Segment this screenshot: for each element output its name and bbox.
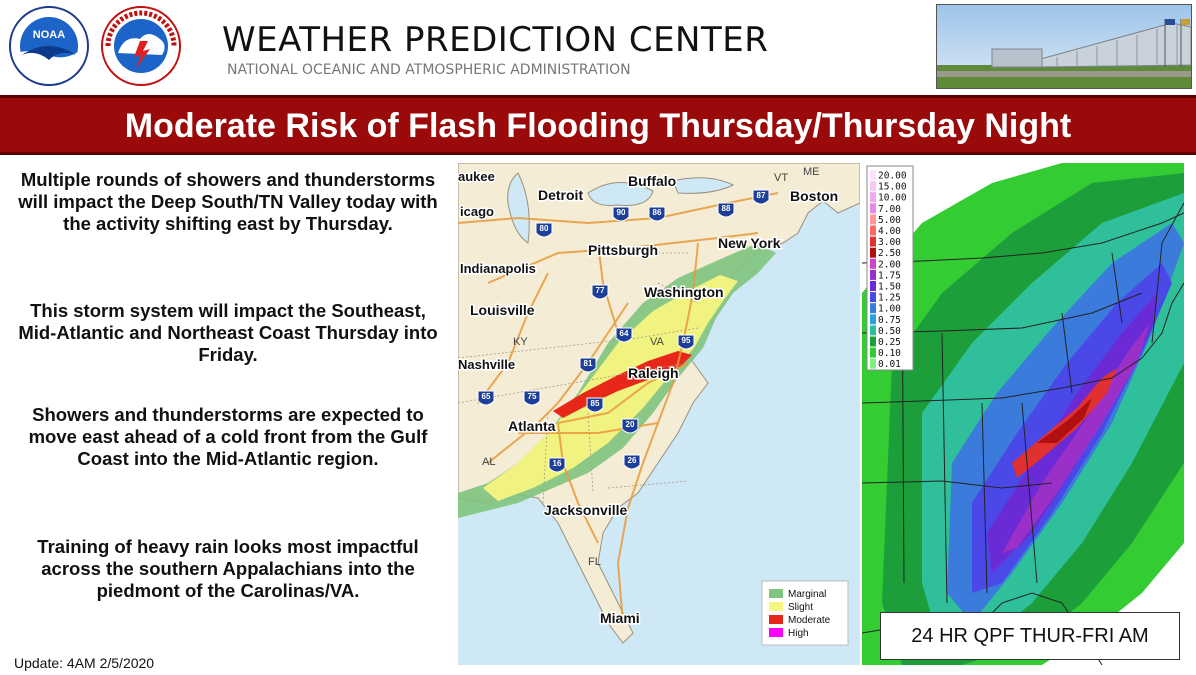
- qpf-scale-swatch: [870, 170, 876, 180]
- qpf-scale-label: 1.00: [878, 304, 901, 315]
- qpf-scale-label: 0.50: [878, 326, 901, 337]
- qpf-scale-swatch: [870, 347, 876, 358]
- state-label: AL: [482, 456, 495, 468]
- qpf-scale-label: 0.01: [878, 359, 901, 370]
- noaa-logo-text: NOAA: [33, 29, 65, 41]
- qpf-caption-box: 24 HR QPF THUR-FRI AM: [880, 612, 1180, 660]
- state-label: ME: [803, 166, 820, 178]
- svg-text:85: 85: [591, 399, 600, 408]
- city-label: Boston: [790, 188, 838, 204]
- qpf-scale-swatch: [870, 358, 876, 369]
- risk-legend: Marginal Slight Moderate High: [761, 580, 849, 646]
- state-label: FL: [588, 556, 601, 568]
- qpf-scale-label: 0.10: [878, 348, 901, 359]
- city-label: Nashville: [458, 357, 515, 372]
- qpf-scale-label: 20.00: [878, 171, 907, 182]
- city-label: Raleigh: [628, 365, 679, 381]
- city-label: Pittsburgh: [588, 242, 658, 258]
- qpf-scale-label: 15.00: [878, 182, 907, 193]
- svg-text:64: 64: [620, 329, 629, 338]
- paragraph-2: This storm system will impact the Southe…: [18, 300, 438, 365]
- qpf-scale-swatch: [870, 292, 876, 303]
- qpf-scale-swatch: [870, 303, 876, 314]
- qpf-caption: 24 HR QPF THUR-FRI AM: [911, 625, 1149, 647]
- qpf-map: 20.0015.0010.007.005.004.003.002.502.001…: [862, 163, 1184, 665]
- city-label: Atlanta: [508, 418, 556, 434]
- city-label: Washington: [644, 284, 724, 300]
- city-label: aukee: [458, 169, 495, 184]
- qpf-scale-label: 1.75: [878, 270, 901, 281]
- city-label: Buffalo: [628, 173, 676, 189]
- paragraph-4: Training of heavy rain looks most impact…: [37, 536, 419, 601]
- city-label: Miami: [600, 610, 640, 626]
- qpf-scale-swatch: [870, 203, 876, 214]
- svg-text:81: 81: [584, 359, 593, 368]
- qpf-scale-swatch: [870, 236, 876, 247]
- update-timestamp: Update: 4AM 2/5/2020: [14, 655, 155, 671]
- qpf-scale-swatch: [870, 269, 876, 280]
- svg-text:86: 86: [653, 208, 662, 217]
- svg-text:16: 16: [553, 459, 562, 468]
- svg-text:90: 90: [617, 208, 626, 217]
- svg-text:26: 26: [628, 456, 637, 465]
- qpf-scale-swatch: [870, 192, 876, 203]
- city-label: Indianapolis: [460, 261, 536, 276]
- qpf-scale-swatch: [870, 225, 876, 236]
- city-label: Louisville: [470, 302, 535, 318]
- qpf-scale-label: 1.50: [878, 282, 901, 293]
- interstate-shields: 90 86 88 87 80 77 64 81 95 65 75 85 20 1…: [477, 189, 770, 473]
- city-label: icago: [460, 204, 494, 219]
- excessive-rainfall-risk-map: 90 86 88 87 80 77 64 81 95 65 75 85 20 1…: [458, 163, 860, 665]
- qpf-scale-swatch: [870, 181, 876, 192]
- city-label: Detroit: [538, 187, 583, 203]
- qpf-scale-swatch: [870, 336, 876, 347]
- legend-high: High: [788, 628, 809, 639]
- svg-text:65: 65: [482, 392, 491, 401]
- qpf-scale-label: 4.00: [878, 226, 901, 237]
- banner-title: Moderate Risk of Flash Flooding Thursday…: [124, 107, 1072, 145]
- header: NOAA WEATHER PREDICTION CENTER NATIONAL …: [0, 0, 1196, 92]
- legend-marginal: Marginal: [788, 589, 826, 600]
- qpf-scale-label: 10.00: [878, 193, 907, 204]
- state-label: VT: [774, 172, 788, 184]
- qpf-scale-swatch: [870, 314, 876, 325]
- qpf-scale: 20.0015.0010.007.005.004.003.002.502.001…: [866, 165, 914, 371]
- qpf-scale-label: 5.00: [878, 215, 901, 226]
- qpf-scale-swatch: [870, 258, 876, 269]
- svg-text:87: 87: [757, 191, 766, 200]
- qpf-scale-swatch: [870, 281, 876, 291]
- state-label: KY: [513, 336, 528, 348]
- qpf-scale-swatch: [870, 247, 876, 258]
- qpf-scale-label: 7.00: [878, 204, 901, 215]
- svg-text:80: 80: [540, 224, 549, 233]
- svg-text:20: 20: [626, 420, 635, 429]
- qpf-scale-swatch: [870, 325, 876, 336]
- qpf-scale-label: 0.75: [878, 315, 901, 326]
- paragraph-3: Showers and thunderstorms are expected t…: [28, 404, 428, 469]
- svg-text:95: 95: [682, 336, 691, 345]
- title-banner: Moderate Risk of Flash Flooding Thursday…: [0, 95, 1196, 155]
- header-subtitle: NATIONAL OCEANIC AND ATMOSPHERIC ADMINIS…: [227, 62, 631, 78]
- qpf-scale-label: 2.00: [878, 259, 901, 270]
- header-title: WEATHER PREDICTION CENTER: [222, 20, 769, 60]
- svg-text:75: 75: [528, 392, 537, 401]
- legend-moderate: Moderate: [788, 615, 831, 626]
- legend-slight: Slight: [788, 602, 813, 613]
- qpf-scale-label: 3.00: [878, 237, 901, 248]
- qpf-scale-swatch: [870, 214, 876, 225]
- paragraph-1: Multiple rounds of showers and thunderst…: [18, 169, 438, 234]
- city-label: New York: [718, 235, 781, 251]
- city-label: Jacksonville: [544, 502, 627, 518]
- building-photo: [936, 4, 1192, 89]
- svg-text:77: 77: [596, 286, 605, 295]
- noaa-logo: NOAA: [9, 6, 89, 86]
- qpf-scale-label: 2.50: [878, 248, 901, 259]
- nws-logo: [101, 6, 181, 86]
- svg-text:88: 88: [722, 204, 731, 213]
- state-label: VA: [650, 336, 665, 348]
- qpf-scale-label: 1.25: [878, 293, 901, 304]
- qpf-scale-label: 0.25: [878, 337, 901, 348]
